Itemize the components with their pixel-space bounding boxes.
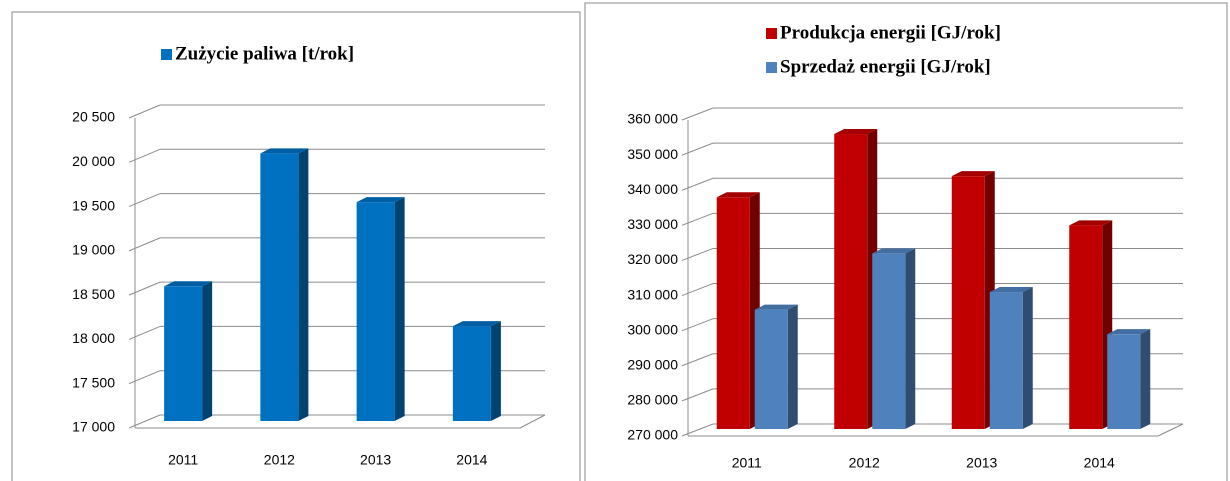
x-tick-label: 2014 [1084, 455, 1115, 471]
bar [951, 176, 985, 429]
grid-line [681, 212, 714, 226]
bar-top [164, 281, 213, 287]
floor-edge [519, 414, 546, 429]
legend-swatch [161, 49, 172, 60]
bar [164, 286, 203, 421]
y-tick-label: 20 500 [72, 109, 115, 125]
grid-line [681, 107, 714, 121]
y-tick-label: 360 000 [627, 111, 678, 127]
y-tick-label: 17 500 [72, 374, 115, 390]
bar [1107, 334, 1141, 429]
bar-top [872, 248, 916, 254]
y-tick-label: 330 000 [627, 216, 678, 232]
y-tick-label: 320 000 [627, 251, 678, 267]
x-tick-label: 2012 [849, 455, 880, 471]
bar [716, 197, 750, 429]
grid-line [681, 247, 714, 261]
bar-top [452, 321, 501, 327]
bar-side [490, 321, 501, 421]
y-tick-label: 350 000 [627, 146, 678, 162]
legend-label: Sprzedaż energii [GJ/rok] [780, 56, 991, 77]
y-tick-label: 19 000 [72, 242, 115, 258]
bar [989, 292, 1023, 429]
grid-line [128, 370, 161, 385]
bar-top [716, 192, 760, 198]
grid-line [681, 353, 714, 367]
chart-frame [584, 2, 1228, 481]
y-tick-label: 18 000 [72, 330, 115, 346]
legend-label: Produkcja energii [GJ/rok] [780, 22, 1001, 43]
bar-side [1140, 329, 1151, 429]
y-tick-label: 18 500 [72, 286, 115, 302]
grid-line [128, 281, 161, 296]
grid-line [128, 104, 161, 119]
grid-line [681, 177, 714, 191]
grid-line [681, 318, 714, 332]
legend-swatch [766, 28, 777, 39]
bar-side [298, 148, 309, 421]
legend-swatch [766, 62, 777, 73]
bar-side [394, 197, 405, 421]
bar [834, 134, 868, 430]
bar-top [1069, 220, 1113, 226]
bar [754, 309, 788, 429]
grid-line [681, 388, 714, 402]
bar [452, 326, 491, 421]
bar-side [787, 304, 798, 429]
grid-line [681, 283, 714, 297]
x-tick-label: 2014 [456, 452, 487, 468]
x-tick-label: 2013 [360, 452, 391, 468]
chart-frame [11, 11, 581, 481]
bar [1069, 225, 1103, 429]
y-tick-label: 300 000 [627, 321, 678, 337]
y-tick-label: 340 000 [627, 181, 678, 197]
bar-top [356, 197, 405, 203]
bar-side [1022, 287, 1033, 429]
y-tick-label: 280 000 [627, 392, 678, 408]
grid-line [128, 414, 161, 429]
y-tick-label: 270 000 [627, 427, 678, 443]
bar [872, 253, 906, 429]
y-tick-label: 19 500 [72, 197, 115, 213]
y-tick-label: 310 000 [627, 286, 678, 302]
grid-line [128, 237, 161, 252]
x-tick-label: 2011 [168, 452, 198, 468]
x-tick-label: 2013 [966, 455, 997, 471]
legend-label: Zużycie paliwa [t/rok] [175, 43, 354, 64]
x-tick-label: 2012 [264, 452, 295, 468]
floor-edge [1157, 423, 1184, 437]
y-tick-label: 17 000 [72, 419, 115, 435]
bar-side [905, 248, 916, 429]
x-tick-label: 2011 [732, 455, 762, 471]
bar-top [951, 171, 995, 177]
grid-line [128, 325, 161, 340]
grid-line [128, 193, 161, 208]
bar-top [834, 129, 878, 135]
bar-top [260, 148, 309, 154]
bar-top [754, 304, 798, 310]
bar-top [989, 287, 1033, 293]
grid-line [128, 148, 161, 163]
bar [260, 153, 299, 421]
bar-top [1107, 329, 1151, 335]
grid-line [681, 423, 714, 437]
bar [356, 202, 395, 421]
grid-line [681, 142, 714, 156]
y-tick-label: 290 000 [627, 356, 678, 372]
y-tick-label: 20 000 [72, 153, 115, 169]
bar-side [202, 281, 213, 421]
